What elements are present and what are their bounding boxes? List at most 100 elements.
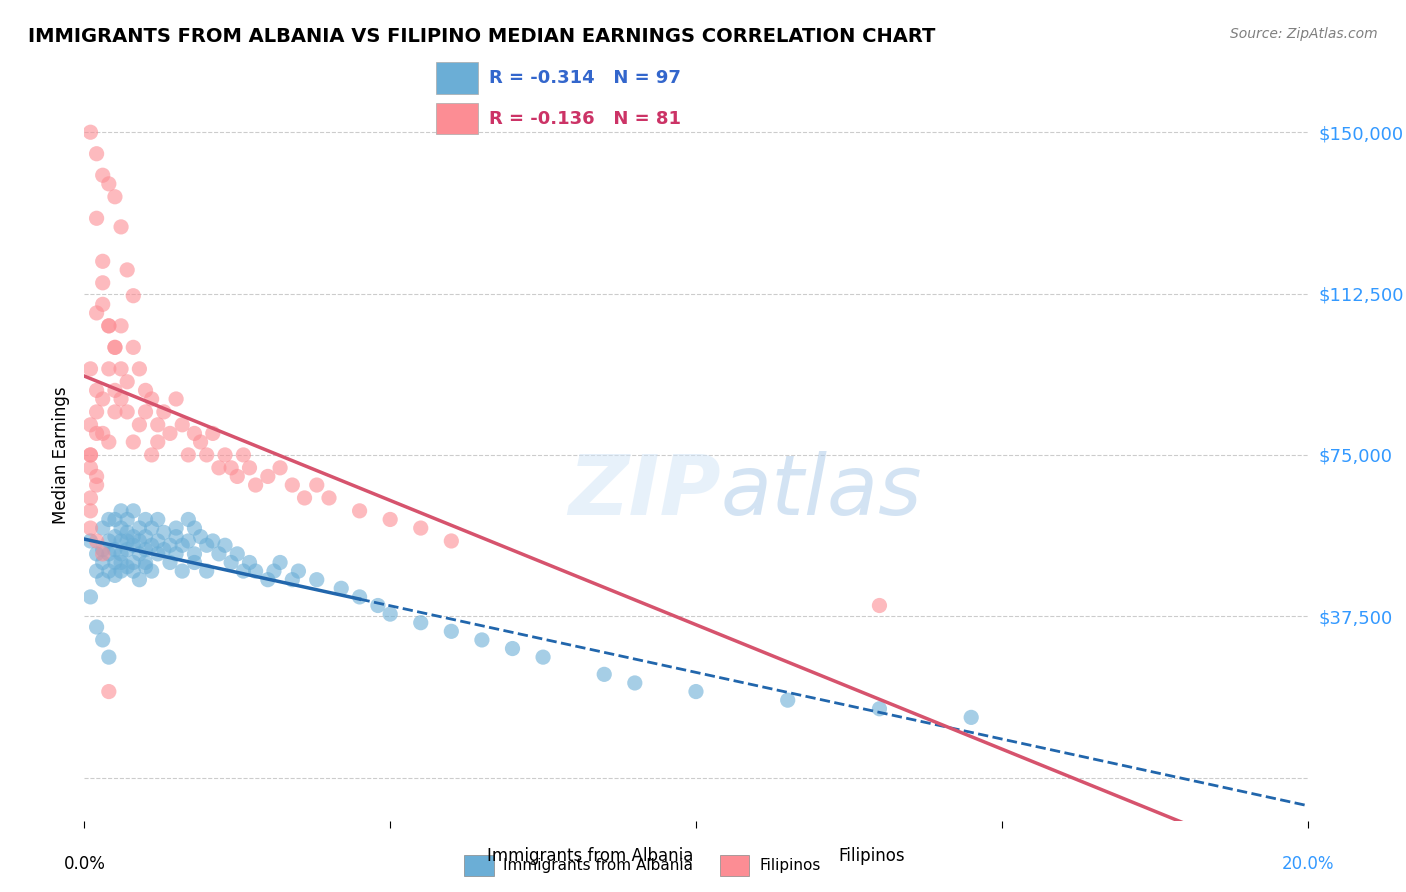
Point (115, 263, 138, 277)
Point (226, 469, 249, 483)
Point (440, 624, 463, 639)
Point (208, 460, 231, 475)
Point (195, 564, 218, 578)
Point (238, 556, 260, 570)
Point (122, 504, 145, 518)
Point (115, 525, 138, 540)
Point (141, 521, 163, 535)
Point (776, 693, 799, 707)
Point (79, 125, 101, 139)
Text: ZIP: ZIP (568, 451, 720, 532)
Text: R = -0.314   N = 97: R = -0.314 N = 97 (489, 70, 681, 87)
Point (183, 521, 205, 535)
Point (128, 417, 150, 432)
Point (214, 448, 236, 462)
Text: IMMIGRANTS FROM ALBANIA VS FILIPINO MEDIAN EARNINGS CORRELATION CHART: IMMIGRANTS FROM ALBANIA VS FILIPINO MEDI… (28, 27, 935, 45)
Point (91, 521, 114, 535)
Point (91, 254, 114, 268)
Point (869, 599, 891, 613)
Text: atlas: atlas (720, 451, 922, 532)
Point (257, 573, 280, 587)
Point (245, 564, 267, 578)
Point (183, 556, 205, 570)
Point (104, 384, 127, 398)
Point (269, 460, 291, 475)
FancyBboxPatch shape (436, 62, 478, 94)
Point (593, 667, 616, 681)
Point (471, 632, 494, 647)
Point (190, 530, 212, 544)
Point (110, 362, 132, 376)
Point (232, 564, 254, 578)
Point (79, 448, 101, 462)
Point (122, 556, 145, 570)
Point (201, 426, 224, 441)
Point (97, 650, 120, 665)
Point (440, 533, 463, 548)
Point (869, 702, 891, 716)
Point (238, 460, 260, 475)
Point (97, 362, 120, 376)
Point (135, 556, 157, 570)
Point (624, 676, 647, 690)
Point (91, 547, 114, 561)
Point (159, 426, 181, 441)
Point (104, 190, 127, 204)
Point (79, 448, 101, 462)
Point (97, 533, 120, 548)
Point (115, 405, 138, 419)
Point (232, 448, 254, 462)
Point (165, 547, 187, 561)
Point (269, 556, 291, 570)
Point (110, 392, 132, 406)
Y-axis label: Median Earnings: Median Earnings (52, 386, 70, 524)
Point (79, 362, 101, 376)
Point (502, 641, 524, 656)
Point (122, 435, 145, 450)
Point (104, 340, 127, 354)
Point (86, 564, 108, 578)
Point (91, 632, 114, 647)
Point (409, 521, 432, 535)
Point (135, 384, 157, 398)
Point (122, 530, 145, 544)
Point (208, 547, 231, 561)
Point (146, 435, 169, 450)
Point (177, 533, 200, 548)
Point (122, 564, 145, 578)
Point (115, 542, 138, 557)
Point (86, 469, 108, 483)
Point (135, 405, 157, 419)
Point (305, 573, 328, 587)
Point (128, 547, 150, 561)
Point (79, 590, 101, 604)
Point (97, 435, 120, 450)
Point (153, 525, 176, 540)
Point (91, 168, 114, 182)
Point (79, 491, 101, 505)
Bar (464, 855, 494, 876)
Point (165, 392, 187, 406)
Point (214, 538, 236, 552)
Point (349, 590, 371, 604)
Text: 20.0%: 20.0% (1281, 855, 1334, 873)
Point (135, 512, 157, 526)
Point (104, 512, 127, 526)
Point (97, 547, 120, 561)
Point (110, 318, 132, 333)
Point (115, 559, 138, 574)
Point (960, 710, 983, 724)
Text: Filipinos: Filipinos (759, 858, 821, 872)
Point (153, 542, 176, 557)
Text: 0.0%: 0.0% (63, 855, 105, 873)
Text: Filipinos: Filipinos (838, 847, 905, 865)
Point (380, 512, 402, 526)
Point (79, 533, 101, 548)
Bar (720, 855, 749, 876)
Point (141, 538, 163, 552)
Point (86, 405, 108, 419)
Point (190, 435, 212, 450)
Point (263, 564, 285, 578)
Point (195, 538, 218, 552)
Point (135, 542, 157, 557)
